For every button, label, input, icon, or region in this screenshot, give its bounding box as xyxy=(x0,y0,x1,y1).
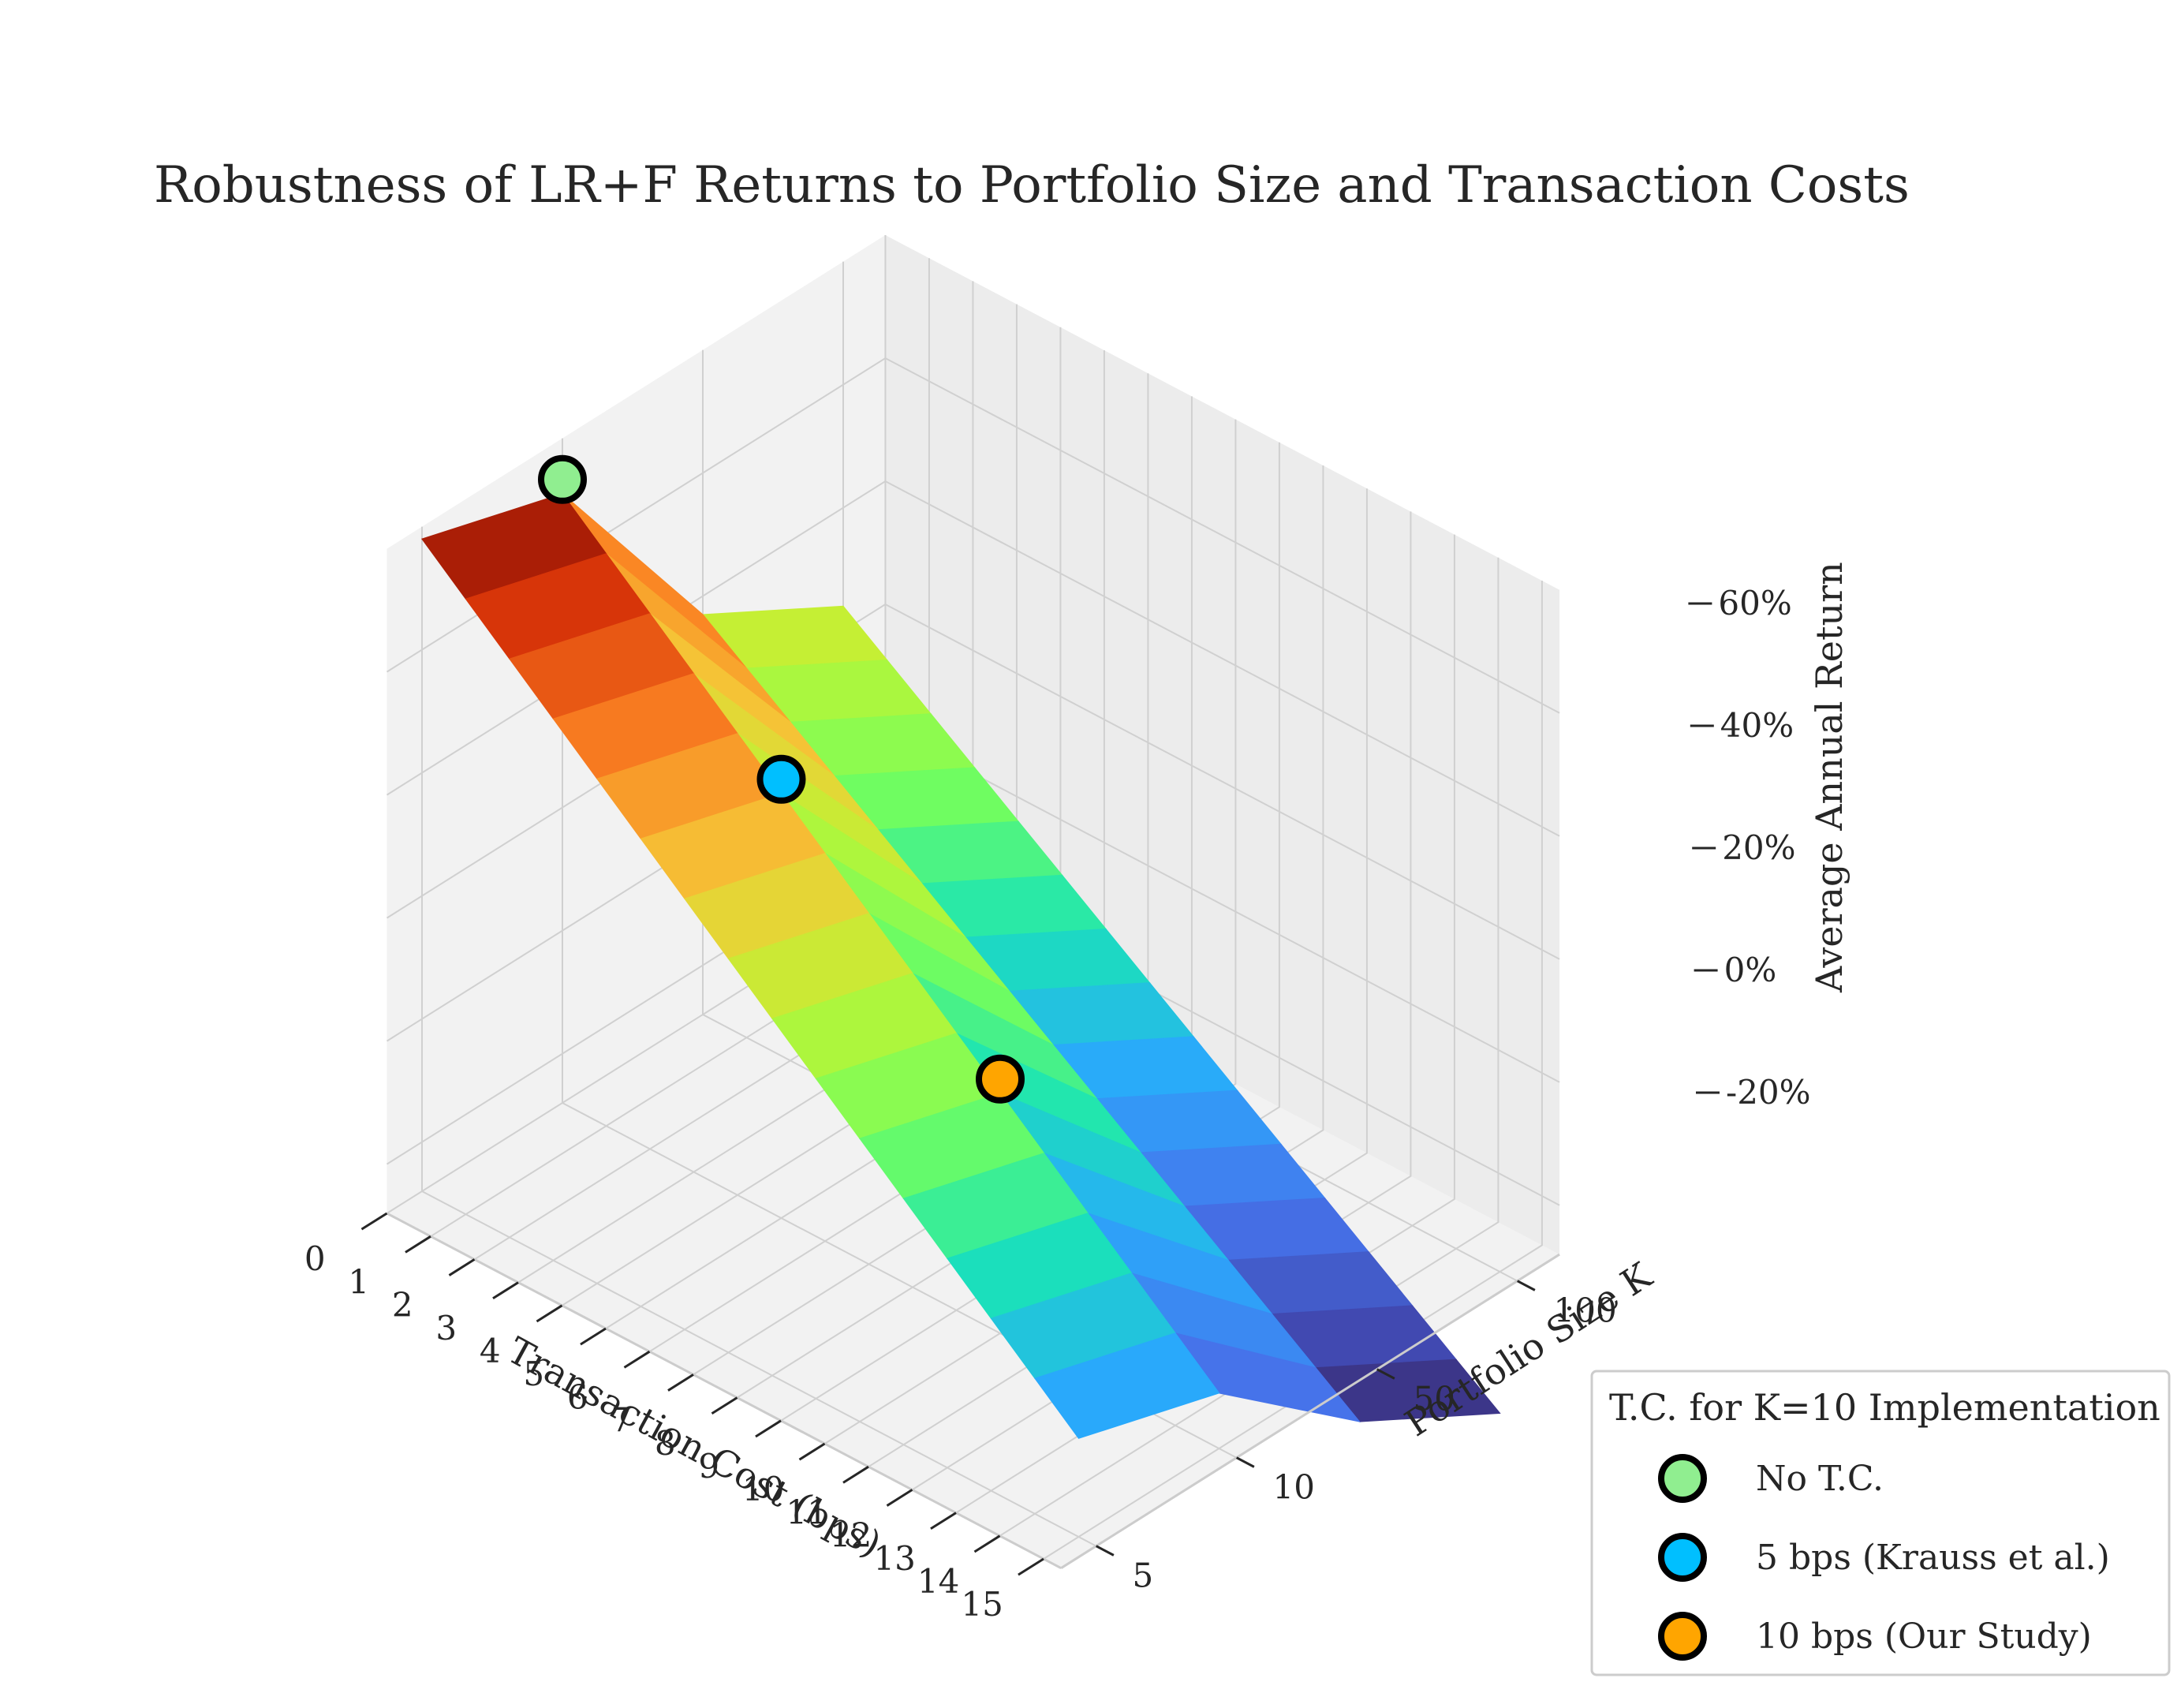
marker-point xyxy=(756,754,806,804)
marker-point xyxy=(976,1054,1025,1104)
z-tick-label: 40% xyxy=(1720,706,1794,745)
x-tick-label: 11 xyxy=(786,1493,827,1531)
x-tick-label: 8 xyxy=(655,1424,676,1463)
x-tick-label: 9 xyxy=(698,1447,719,1486)
z-axis-label: Average Annual Return xyxy=(1808,562,1850,993)
z-tick-label: -20% xyxy=(1726,1073,1811,1112)
legend-items: No T.C. 5 bps (Krauss et al.) 10 bps (Our … xyxy=(1658,1454,2110,1661)
legend-marker xyxy=(1658,1533,1707,1582)
y-tick-label: 100 xyxy=(1554,1291,1617,1329)
y-tick xyxy=(1376,1368,1395,1380)
x-tick-label: 10 xyxy=(742,1470,784,1508)
y-tick-label: 10 xyxy=(1273,1467,1315,1506)
back-pane xyxy=(885,235,1560,1255)
x-tick xyxy=(667,1374,694,1392)
y-tick xyxy=(1096,1545,1115,1557)
legend-marker xyxy=(1658,1454,1707,1503)
grid-line-x xyxy=(1043,581,1543,1560)
x-tick xyxy=(536,1304,563,1323)
x-tick-label: 6 xyxy=(567,1377,588,1416)
legend-box xyxy=(1590,1370,2171,1676)
x-tick xyxy=(973,1534,1001,1553)
grid-line-x xyxy=(999,557,1499,1537)
x-tick-label: 2 xyxy=(392,1286,413,1325)
x-tick xyxy=(405,1235,431,1254)
y-tick xyxy=(1517,1280,1536,1291)
grid-line-y xyxy=(421,526,1097,1547)
grid-line-z xyxy=(386,603,1560,960)
x-tick-label: 7 xyxy=(611,1401,632,1440)
legend: T.C. for K=10 Implementation No T.C. 5 bp… xyxy=(1590,1370,2171,1676)
chart-title: Robustness of LR+F Returns to Portfolio … xyxy=(154,156,1910,215)
x-tick-label: 3 xyxy=(435,1309,457,1347)
surface xyxy=(421,493,1501,1439)
surface-patch xyxy=(1034,1332,1220,1439)
x-tick xyxy=(842,1465,869,1484)
marker-point xyxy=(538,454,587,504)
x-tick-label: 0 xyxy=(304,1239,326,1278)
x-tick xyxy=(798,1442,826,1461)
y-axis-line xyxy=(1060,1253,1560,1569)
grid-line-x xyxy=(736,419,1237,1399)
z-tick-label: 0% xyxy=(1724,951,1777,989)
x-tick xyxy=(930,1512,957,1530)
x-tick xyxy=(448,1258,476,1276)
z-axis: -20% 0% 20% 40% 60% xyxy=(1688,584,1811,1112)
grid-line-x xyxy=(780,442,1280,1422)
x-tick xyxy=(623,1350,651,1369)
x-tick-label: 12 xyxy=(830,1516,872,1555)
x-tick xyxy=(492,1281,519,1300)
x-tick-label: 1 xyxy=(348,1262,369,1301)
x-tick-label: 13 xyxy=(873,1539,915,1578)
x-tick xyxy=(886,1489,913,1507)
x-tick xyxy=(580,1327,607,1346)
x-tick-label: 5 xyxy=(523,1355,544,1393)
x-tick-label: 4 xyxy=(480,1332,501,1370)
z-tick-label: 60% xyxy=(1718,584,1791,622)
legend-label: 10 bps (Our Study) xyxy=(1756,1616,2092,1657)
grid-line-x xyxy=(823,465,1324,1445)
legend-label: No T.C. xyxy=(1756,1459,1884,1499)
legend-title: T.C. for K=10 Implementation xyxy=(1609,1386,2160,1429)
x-tick-label: 15 xyxy=(961,1585,1003,1624)
legend-label: 5 bps (Krauss et al.) xyxy=(1756,1538,2110,1578)
x-tick xyxy=(1018,1557,1044,1576)
x-tick-label: 14 xyxy=(917,1562,959,1601)
x-tick xyxy=(755,1419,782,1438)
y-tick xyxy=(1236,1456,1255,1468)
x-tick xyxy=(360,1212,388,1231)
y-tick-label: 50 xyxy=(1414,1379,1455,1418)
legend-marker xyxy=(1658,1612,1707,1661)
y-axis: 5 10 50 100 xyxy=(1060,1253,1617,1594)
x-tick xyxy=(711,1396,738,1415)
z-tick-label: 20% xyxy=(1722,828,1795,867)
y-tick-label: 5 xyxy=(1133,1556,1154,1594)
x-axis-line xyxy=(386,1212,1062,1570)
highlight-markers xyxy=(538,454,1025,1104)
